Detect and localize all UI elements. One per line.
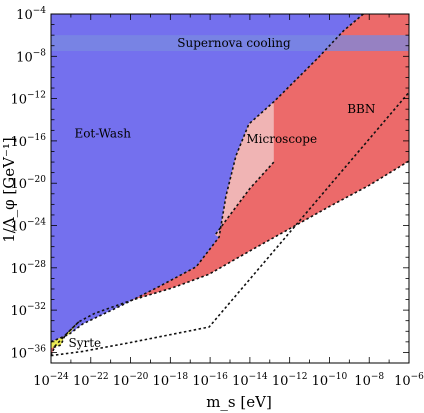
y-tick-label: 10−16 — [10, 133, 46, 150]
y-tick-label: 10−8 — [16, 48, 46, 65]
y-tick-label: 10−28 — [10, 260, 46, 277]
y-tick-label: 10−24 — [10, 218, 46, 235]
x-axis-label: m_s [eV] — [206, 393, 272, 411]
eotwash-edge — [50, 13, 364, 343]
region-microscope — [215, 101, 274, 238]
bbn-lower-edge — [50, 91, 410, 357]
x-tick-label: 10−18 — [153, 372, 189, 389]
x-tick-label: 10−6 — [394, 372, 424, 389]
region-etwash — [51, 14, 364, 342]
x-tick-label: 10−12 — [272, 372, 308, 389]
region-syrte — [51, 321, 79, 349]
edge-layer — [50, 13, 410, 357]
y-tick-label: 10−36 — [10, 344, 46, 361]
x-tick-label: 10−14 — [232, 372, 268, 389]
frame-layer — [50, 13, 410, 364]
axis-label-layer: 10−24 10−22 10−20 10−18 10−16 10−14 10−12 10−10… — [0, 6, 424, 411]
bbn-upper-edge — [50, 160, 410, 356]
x-tick-label: 10−24 — [33, 372, 69, 389]
band-layer — [51, 35, 409, 52]
microscope-edge — [214, 161, 275, 236]
x-tick-label: 10−8 — [354, 372, 384, 389]
label-supernova: Supernova cooling — [177, 36, 291, 50]
y-tick-label: 10−4 — [16, 6, 46, 23]
x-tick-label: 10−22 — [73, 372, 109, 389]
label-microscope: Microscope — [246, 132, 317, 146]
label-layer: Supernova cooling Eot-Wash BBN Microscop… — [68, 36, 375, 350]
y-tick-label: 10−20 — [10, 175, 46, 192]
supernova-band — [51, 35, 409, 52]
x-tick-label: 10−10 — [312, 372, 348, 389]
region-layer — [51, 14, 409, 363]
x-tick-label: 10−16 — [192, 372, 228, 389]
label-syrte: Syrte — [68, 336, 101, 350]
label-eotwash: Eot-Wash — [74, 127, 131, 141]
label-bbn: BBN — [347, 102, 375, 116]
y-tick-label: 10−12 — [10, 91, 46, 108]
y-axis-label: 1/Λ_φ [GeV⁻¹] — [0, 137, 18, 243]
syrte-edge — [50, 321, 80, 349]
y-tick-label: 10−32 — [10, 302, 46, 319]
x-tick-label: 10−20 — [113, 372, 149, 389]
